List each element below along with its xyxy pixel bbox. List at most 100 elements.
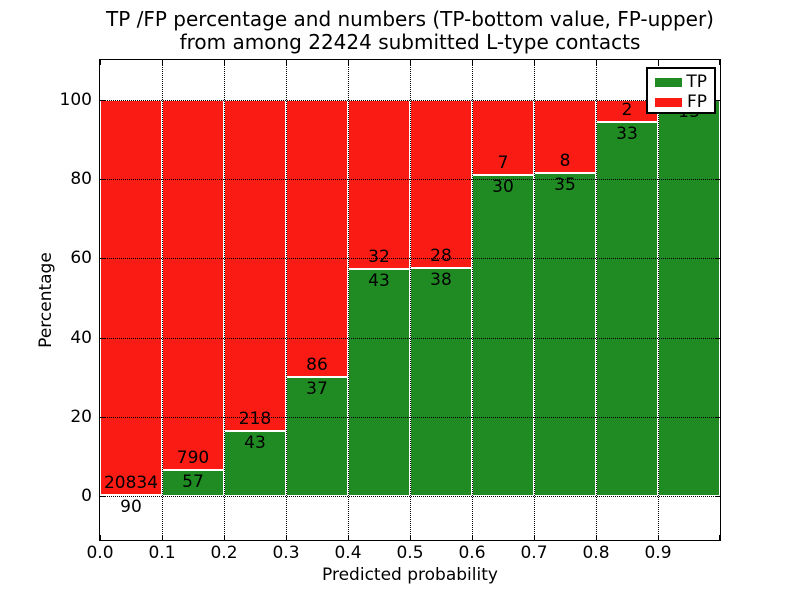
bar-fp-bin-0 (100, 99, 162, 495)
y-tick (100, 496, 105, 498)
x-tick-top (534, 60, 535, 65)
x-tick (596, 535, 597, 540)
x-tick-top (224, 60, 225, 65)
bar-tp-bin-3 (286, 377, 348, 497)
gridline-x-0.4 (348, 60, 349, 540)
gridline-x-0.6 (472, 60, 473, 540)
legend-item-tp: TP (655, 72, 707, 92)
x-tick-label-0.5: 0.5 (396, 543, 424, 563)
x-tick-top (162, 60, 163, 65)
bar-fp-bin-2 (224, 99, 286, 431)
gridline-x-0.1 (162, 60, 163, 540)
y-tick-right (715, 337, 720, 339)
gridline-x-0.8 (596, 60, 597, 540)
y-tick (100, 258, 105, 260)
bar-tp-bin-4 (348, 268, 410, 497)
bar-tp-bin-1 (162, 469, 224, 497)
bar-fp-bin-1 (162, 99, 224, 470)
x-tick (224, 535, 225, 540)
label-fp-count-bin-3: 86 (306, 355, 328, 376)
y-axis-label: Percentage (36, 252, 56, 348)
y-tick-label-0: 0 (81, 486, 92, 507)
legend-label-tp: TP (686, 72, 707, 92)
label-fp-count-bin-6: 7 (497, 152, 509, 173)
x-tick (410, 535, 411, 540)
y-tick (100, 337, 105, 339)
x-tick-top (472, 60, 473, 65)
x-tick-top (100, 60, 101, 65)
legend-label-fp: FP (686, 92, 707, 112)
y-tick (100, 99, 105, 101)
label-fp-count-bin-4: 32 (368, 246, 390, 267)
bar-fp-bin-4 (348, 99, 410, 269)
gridline-x-0.5 (410, 60, 411, 540)
label-tp-count-bin-6: 30 (492, 176, 514, 197)
y-tick-label-100: 100 (59, 89, 92, 110)
label-tp-count-bin-8: 33 (616, 124, 638, 145)
label-fp-count-bin-0: 20834 (103, 472, 159, 493)
y-tick-label-60: 60 (70, 248, 92, 269)
bar-tp-bin-5 (410, 267, 472, 497)
x-axis-label: Predicted probability (322, 565, 498, 585)
bar-fp-bin-6 (472, 99, 534, 175)
gridline-x-0.7 (534, 60, 535, 540)
bar-fp-bin-5 (410, 99, 472, 268)
legend-item-fp: FP (655, 92, 707, 112)
y-tick-label-80: 80 (70, 169, 92, 189)
x-tick-label-0.2: 0.2 (210, 543, 238, 563)
bar-tp-bin-9 (658, 99, 720, 497)
x-tick-top (410, 60, 411, 65)
label-tp-count-bin-4: 43 (368, 270, 390, 291)
chart-title-line2: from among 22424 submitted L-type contac… (179, 30, 641, 54)
x-tick-top (658, 60, 659, 65)
label-tp-count-bin-7: 35 (554, 175, 576, 196)
bar-tp-bin-0 (100, 494, 162, 497)
y-tick-right (715, 179, 720, 180)
x-tick-top (719, 60, 720, 65)
y-tick-label-20: 20 (70, 407, 92, 428)
label-fp-count-bin-5: 28 (430, 245, 452, 266)
plot-area: 2083490790572184386373243283873083523301… (99, 59, 721, 541)
x-tick-label-0.8: 0.8 (582, 543, 610, 563)
x-tick-label-0.3: 0.3 (272, 543, 300, 563)
x-tick-top (286, 60, 287, 65)
x-tick (100, 535, 101, 540)
gridline-x-0.2 (224, 60, 225, 540)
label-tp-count-bin-3: 37 (306, 379, 328, 400)
x-tick-label-0.7: 0.7 (520, 543, 548, 563)
x-tick-label-0.4: 0.4 (334, 543, 362, 563)
tp-color-swatch (655, 77, 682, 87)
chart-title-line1: TP /FP percentage and numbers (TP-bottom… (106, 7, 714, 31)
x-tick (348, 535, 349, 540)
x-tick (719, 535, 720, 540)
label-tp-count-bin-5: 38 (430, 269, 452, 290)
x-tick-label-0.6: 0.6 (458, 543, 486, 563)
y-tick (100, 179, 105, 180)
label-tp-count-bin-2: 43 (244, 433, 266, 453)
x-tick (658, 535, 659, 540)
label-tp-count-bin-0: 90 (120, 496, 142, 517)
fp-color-swatch (655, 97, 682, 107)
x-tick-label-0.1: 0.1 (148, 543, 176, 563)
bar-fp-bin-3 (286, 99, 348, 378)
y-tick-label-40: 40 (70, 327, 92, 348)
label-fp-count-bin-8: 2 (621, 100, 633, 121)
y-tick-right (715, 417, 720, 419)
x-tick-label-0.9: 0.9 (644, 543, 672, 563)
bar-tp-bin-7 (534, 173, 596, 497)
label-fp-count-bin-2: 218 (238, 409, 272, 429)
bar-tp-bin-8 (596, 122, 658, 497)
x-tick (286, 535, 287, 540)
y-tick-right (715, 258, 720, 260)
x-tick (162, 535, 163, 540)
x-tick-label-0.0: 0.0 (86, 543, 114, 563)
x-tick (472, 535, 473, 540)
legend: TP FP (646, 67, 716, 114)
chart-title: TP /FP percentage and numbers (TP-bottom… (20, 8, 800, 54)
gridline-x-0.9 (658, 60, 659, 540)
x-tick-top (348, 60, 349, 65)
y-tick-right (715, 99, 720, 101)
y-tick-right (715, 496, 720, 498)
label-fp-count-bin-7: 8 (559, 151, 571, 172)
